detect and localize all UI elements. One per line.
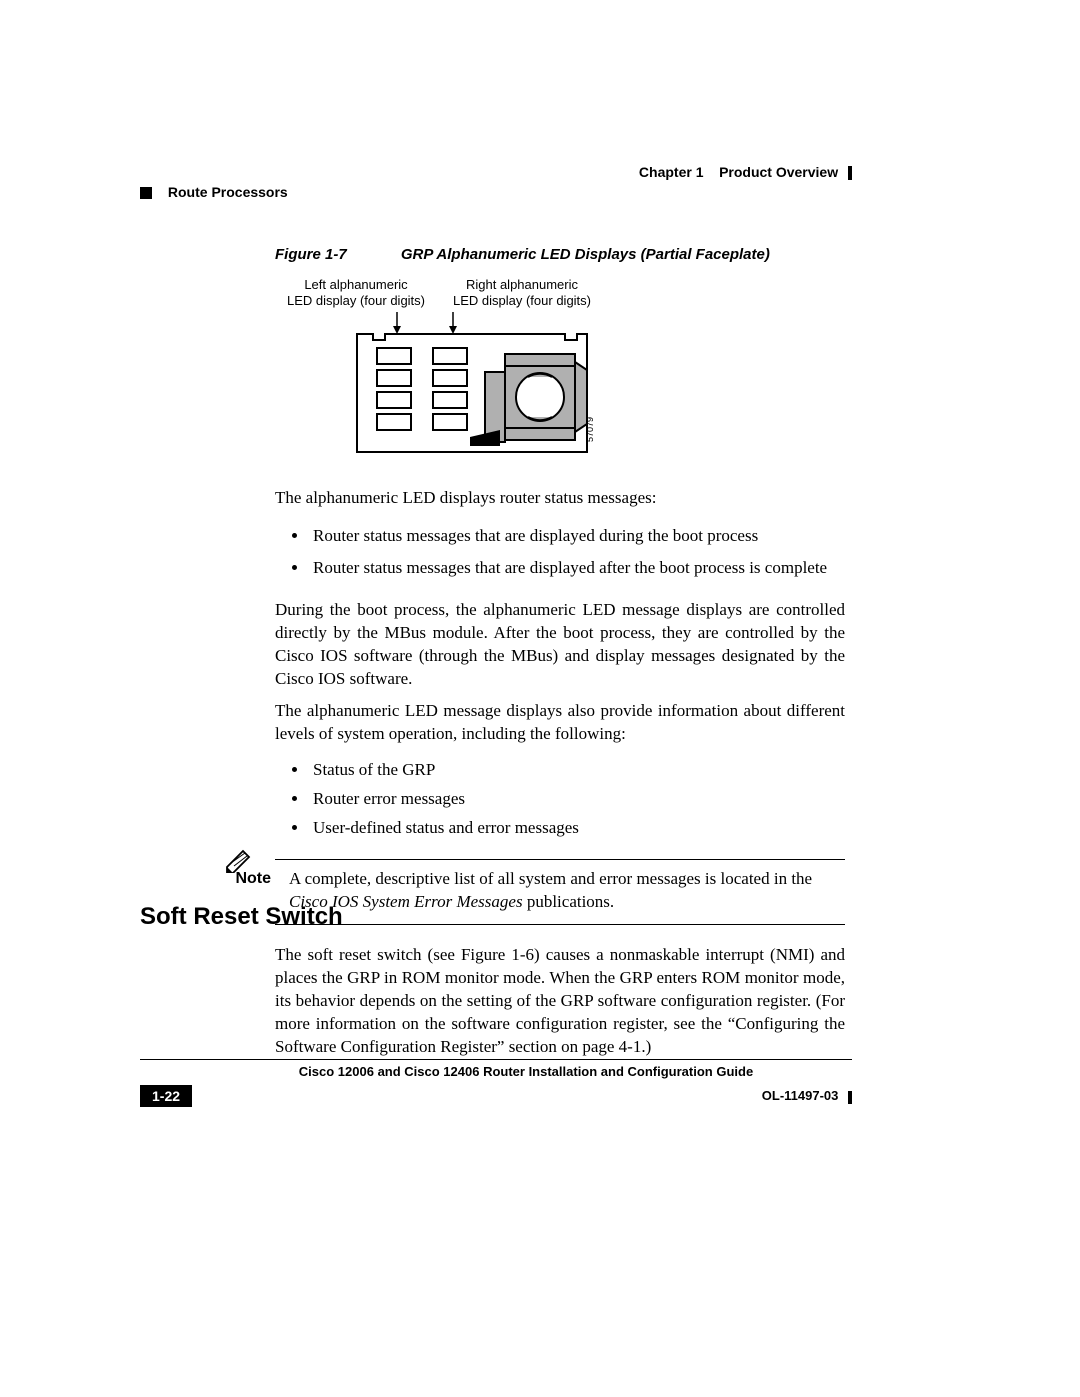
note-rule-bottom [275,924,845,925]
diagram-label-right: Right alphanumeric LED display (four dig… [453,277,591,308]
header-section: Route Processors [140,184,288,200]
figure-caption: Figure 1-7 GRP Alphanumeric LED Displays… [275,246,845,263]
list-item: Router status messages that are displaye… [309,520,845,552]
footer-guide-title: Cisco 12006 and Cisco 12406 Router Insta… [140,1064,852,1079]
list-item: User-defined status and error messages [309,814,845,843]
footer-rule [140,1059,852,1060]
diagram-label-left: Left alphanumeric LED display (four digi… [287,277,425,308]
figure-title: GRP Alphanumeric LED Displays (Partial F… [401,246,770,263]
bullets-list-1: Router status messages that are displaye… [275,520,845,585]
list-item: Router error messages [309,785,845,814]
diagram-labels: Left alphanumeric LED display (four digi… [287,277,845,308]
header-chapter: Chapter 1 Product Overview [639,164,852,180]
main-content: Figure 1-7 GRP Alphanumeric LED Displays… [275,246,845,925]
list-item: Router status messages that are displaye… [309,552,845,584]
bullets-list-2: Status of the GRP Router error messages … [275,756,845,843]
paragraph-1: During the boot process, the alphanumeri… [275,599,845,691]
note-text: A complete, descriptive list of all syst… [289,868,845,914]
figure-number: Figure 1-7 [275,246,347,263]
section-label: Route Processors [168,184,288,200]
note-block: Note A complete, descriptive list of all… [275,859,845,925]
diagram-id-text: 57079 [585,417,595,442]
page-number-badge: 1-22 [140,1085,192,1107]
footer-bar-icon [848,1091,852,1104]
section-heading: Soft Reset Switch [140,903,343,931]
header-bar-icon [848,166,852,180]
intro-text: The alphanumeric LED displays router sta… [275,487,845,510]
paragraph-2: The alphanumeric LED message displays al… [275,700,845,746]
doc-id: OL-11497-03 [762,1088,852,1103]
header-square-icon [140,187,152,199]
pencil-icon [225,847,255,878]
chapter-title: Product Overview [719,164,838,180]
chapter-label: Chapter 1 [639,164,704,180]
faceplate-diagram: 57079 [355,312,845,467]
section-body: The soft reset switch (see Figure 1-6) c… [275,944,845,1059]
list-item: Status of the GRP [309,756,845,785]
page-footer: Cisco 12006 and Cisco 12406 Router Insta… [140,1059,852,1107]
